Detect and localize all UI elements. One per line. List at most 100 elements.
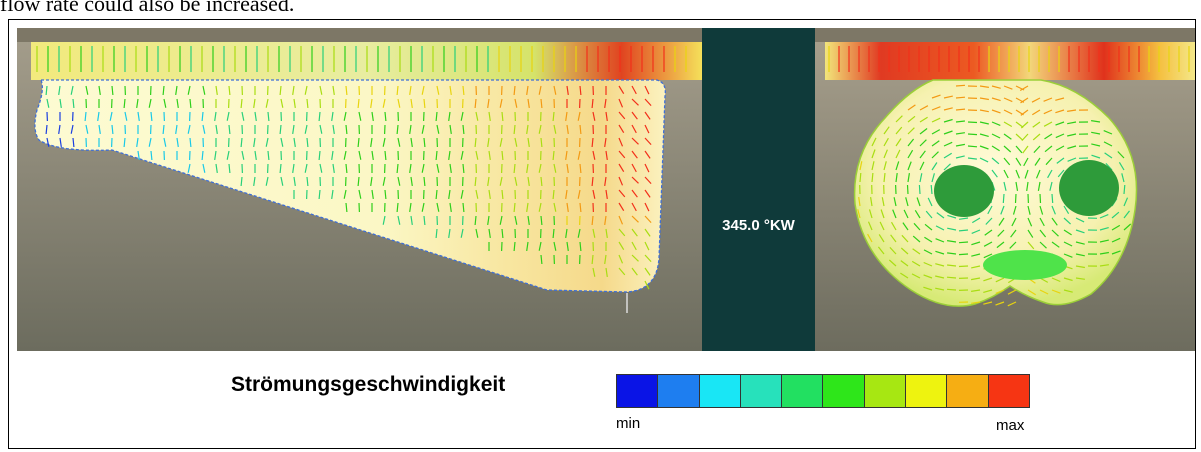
velocity-arrow — [979, 97, 989, 101]
velocity-arrow — [332, 85, 335, 95]
legend-color-segment — [864, 375, 907, 407]
velocity-arrow — [644, 202, 650, 212]
velocity-arrow — [58, 85, 61, 95]
velocity-arrow — [382, 98, 386, 108]
velocity-arrow — [58, 124, 61, 134]
velocity-arrow — [883, 161, 887, 171]
velocity-arrow — [448, 228, 451, 238]
velocity-arrow — [871, 161, 875, 171]
vortex-bottom — [983, 250, 1067, 280]
velocity-arrow — [345, 124, 348, 135]
velocity-arrow — [189, 98, 192, 109]
velocity-arrow — [955, 143, 966, 147]
velocity-arrow — [1051, 241, 1060, 248]
velocity-arrow — [449, 202, 452, 212]
velocity-arrow — [488, 228, 491, 238]
velocity-arrow — [1099, 214, 1109, 219]
velocity-arrow — [474, 98, 477, 109]
velocity-arrow — [618, 202, 625, 212]
velocity-arrow — [591, 176, 594, 187]
velocity-arrow — [136, 98, 139, 108]
velocity-arrow — [331, 189, 334, 199]
velocity-arrow — [1123, 197, 1129, 207]
velocity-arrow — [423, 98, 426, 109]
velocity-arrow — [1021, 133, 1029, 142]
velocity-arrow — [902, 222, 909, 231]
velocity-arrow — [565, 111, 568, 121]
velocity-arrow — [370, 98, 373, 108]
velocity-arrow — [919, 150, 926, 159]
velocity-arrow — [995, 289, 1005, 294]
velocity-arrow — [1011, 217, 1017, 227]
velocity-arrow — [644, 111, 651, 120]
velocity-arrow — [85, 85, 89, 95]
velocity-arrow — [526, 202, 529, 212]
velocity-arrow — [983, 253, 993, 259]
velocity-arrow — [162, 85, 165, 96]
velocity-arrow — [1123, 210, 1130, 219]
legend-title: Strömungsgeschwindigkeit — [231, 373, 506, 396]
velocity-arrow — [924, 223, 933, 231]
velocity-arrow — [254, 111, 257, 121]
velocity-arrow — [462, 202, 465, 213]
velocity-arrow — [371, 111, 374, 121]
velocity-arrow — [1091, 154, 1101, 159]
velocity-arrow — [345, 85, 348, 96]
velocity-arrow — [631, 85, 637, 95]
velocity-arrow — [1027, 229, 1034, 238]
velocity-arrow — [644, 163, 650, 173]
velocity-arrow — [343, 189, 347, 199]
velocity-arrow — [644, 254, 652, 263]
velocity-arrow — [410, 98, 413, 108]
top-strip — [825, 42, 1195, 80]
velocity-arrow — [513, 241, 516, 252]
velocity-arrow — [577, 111, 581, 121]
velocity-arrow — [189, 137, 192, 148]
velocity-arrow — [1055, 97, 1065, 101]
velocity-arrow — [871, 149, 876, 159]
velocity-arrow — [947, 264, 957, 267]
velocity-arrow — [460, 228, 464, 238]
velocity-arrow — [923, 261, 933, 267]
velocity-arrow — [279, 85, 282, 96]
velocity-arrow — [1057, 169, 1065, 178]
velocity-arrow — [449, 85, 452, 95]
velocity-arrow — [501, 189, 504, 200]
velocity-arrow — [1035, 169, 1041, 179]
velocity-arrow — [358, 189, 362, 199]
velocity-arrow — [895, 149, 901, 159]
velocity-arrow — [201, 111, 204, 122]
color-scale-bar — [616, 374, 1030, 408]
velocity-arrow — [148, 98, 152, 108]
velocity-arrow — [527, 137, 530, 147]
velocity-arrow — [935, 287, 945, 291]
velocity-arrow — [358, 111, 362, 121]
velocity-arrow — [971, 301, 981, 304]
velocity-arrow — [435, 228, 438, 239]
velocity-arrow — [98, 85, 101, 95]
velocity-arrow — [540, 137, 543, 148]
velocity-arrow — [1003, 85, 1013, 90]
velocity-arrow — [1051, 277, 1061, 283]
velocity-arrow — [1075, 217, 1085, 223]
legend-color-segment — [740, 375, 783, 407]
velocity-arrow — [895, 138, 902, 147]
velocity-arrow — [878, 234, 885, 243]
velocity-arrow — [1067, 145, 1077, 150]
velocity-arrow — [538, 85, 542, 95]
legend-color-segment — [823, 375, 865, 407]
velocity-arrow — [943, 107, 953, 111]
velocity-arrow — [409, 85, 412, 95]
velocity-arrow — [526, 241, 529, 251]
velocity-arrow — [97, 111, 100, 121]
velocity-arrow — [137, 150, 140, 160]
legend-color-segment — [617, 375, 659, 407]
velocity-arrow — [293, 98, 296, 108]
velocity-arrow — [565, 150, 568, 160]
velocity-arrow — [448, 189, 451, 199]
velocity-arrow — [1051, 229, 1059, 237]
velocity-arrow — [384, 189, 387, 200]
velocity-arrow — [979, 145, 989, 150]
velocity-arrow — [1026, 181, 1029, 191]
velocity-arrow — [618, 267, 626, 276]
